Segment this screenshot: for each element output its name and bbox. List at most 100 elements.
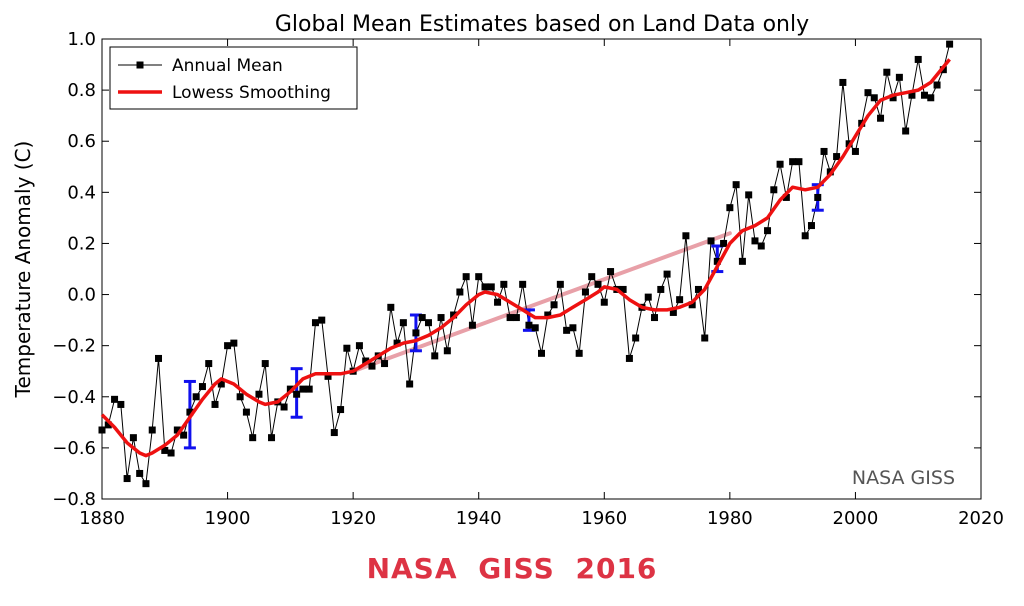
annual-mean-point: [136, 469, 144, 477]
annual-mean-point: [123, 475, 131, 483]
annual-mean-point: [575, 349, 583, 357]
annual-mean-point: [450, 311, 458, 319]
annual-mean-point: [676, 296, 684, 304]
annual-mean-point: [902, 127, 910, 135]
annual-mean-point: [456, 288, 464, 296]
annual-mean-point: [512, 314, 520, 322]
annual-mean-point: [343, 344, 351, 352]
annual-mean-point: [280, 403, 288, 411]
annual-mean-point: [198, 383, 206, 391]
plot-frame: [101, 38, 982, 500]
annual-mean-point: [98, 426, 106, 434]
annual-mean-point: [914, 55, 922, 63]
annual-mean-point: [694, 285, 702, 293]
annual-mean-point: [142, 480, 150, 488]
annual-mean-point: [745, 191, 753, 199]
annual-mean-point: [330, 429, 338, 437]
annual-mean-point: [424, 319, 432, 327]
annual-mean-point: [713, 257, 721, 265]
annual-mean-point: [820, 147, 828, 155]
annual-mean-point: [550, 301, 558, 309]
annual-mean-point: [600, 298, 608, 306]
annual-mean-point: [406, 380, 414, 388]
annual-mean-point: [299, 385, 307, 393]
annual-mean-point: [946, 40, 954, 48]
annual-mean-point: [607, 268, 615, 276]
annual-mean-point: [688, 301, 696, 309]
annual-mean-point: [381, 360, 389, 368]
annual-mean-point: [632, 334, 640, 342]
annual-mean-point: [908, 91, 916, 99]
annual-mean-point: [180, 431, 188, 439]
annual-mean-point: [581, 288, 589, 296]
annual-mean-point: [764, 227, 772, 235]
x-tick-label: 1980: [707, 508, 753, 529]
annual-mean-point: [883, 68, 891, 76]
annual-mean-line: [101, 43, 951, 486]
annual-mean-point: [757, 242, 765, 250]
annual-mean-point: [851, 147, 859, 155]
annual-mean-point: [644, 293, 652, 301]
annual-mean-point: [487, 283, 495, 291]
annual-mean-point: [412, 329, 420, 337]
annual-mean-point: [776, 160, 784, 168]
annual-mean-point: [268, 434, 276, 442]
annual-mean-point: [651, 314, 659, 322]
annual-mean-point: [211, 400, 219, 408]
annual-mean-point: [877, 114, 885, 122]
annual-mean-point: [255, 390, 263, 398]
y-tick-label: 0.6: [67, 131, 96, 152]
annual-mean-point: [393, 339, 401, 347]
y-tick-label: −0.4: [52, 387, 96, 408]
annual-mean-point: [751, 237, 759, 245]
annual-mean-point: [563, 326, 571, 334]
annual-mean-point: [738, 257, 746, 265]
y-tick-label: −0.2: [52, 336, 96, 357]
y-tick-label: −0.6: [52, 438, 96, 459]
annual-mean-point: [242, 408, 250, 416]
annual-mean-point: [927, 94, 935, 102]
annual-mean-point: [500, 280, 508, 288]
annual-mean-point: [701, 334, 709, 342]
annual-mean-point: [355, 342, 363, 350]
legend-box: [109, 46, 358, 110]
annual-mean-point: [468, 321, 476, 329]
annual-mean-point: [167, 449, 175, 457]
annual-mean-point: [625, 354, 633, 362]
annual-mean-point: [720, 239, 728, 247]
legend-annual-marker: [136, 61, 144, 69]
annual-mean-point: [544, 311, 552, 319]
annual-mean-point: [186, 408, 194, 416]
annual-mean-point: [192, 393, 200, 401]
annual-mean-point: [594, 280, 602, 288]
annual-mean-point: [782, 193, 790, 201]
annual-mean-point: [462, 273, 470, 281]
annual-mean-point: [418, 314, 426, 322]
x-tick-label: 1940: [456, 508, 502, 529]
annual-mean-point: [205, 360, 213, 368]
annual-mean-point: [286, 385, 294, 393]
nasa-giss-watermark: NASA GISS: [852, 467, 955, 489]
annual-mean-point: [155, 354, 163, 362]
annual-mean-point: [368, 362, 376, 370]
annual-mean-point: [732, 181, 740, 189]
annual-mean-point: [104, 421, 112, 429]
annual-mean-point: [293, 390, 301, 398]
annual-mean-point: [864, 89, 872, 97]
annual-mean-point: [318, 316, 326, 324]
annual-mean-point: [431, 352, 439, 360]
annual-mean-point: [663, 270, 671, 278]
annual-mean-point: [249, 434, 257, 442]
annual-mean-point: [789, 158, 797, 166]
annual-mean-point: [148, 426, 156, 434]
annual-mean-point: [161, 446, 169, 454]
x-tick-label: 1920: [330, 508, 376, 529]
y-tick-label: 0.2: [67, 233, 96, 254]
annual-mean-point: [437, 314, 445, 322]
annual-mean-point: [726, 204, 734, 212]
annual-mean-point: [538, 349, 545, 357]
annual-mean-point: [519, 280, 527, 288]
annual-mean-point: [814, 193, 822, 201]
chart-title: Global Mean Estimates based on Land Data…: [275, 12, 809, 37]
annual-mean-point: [801, 232, 809, 240]
